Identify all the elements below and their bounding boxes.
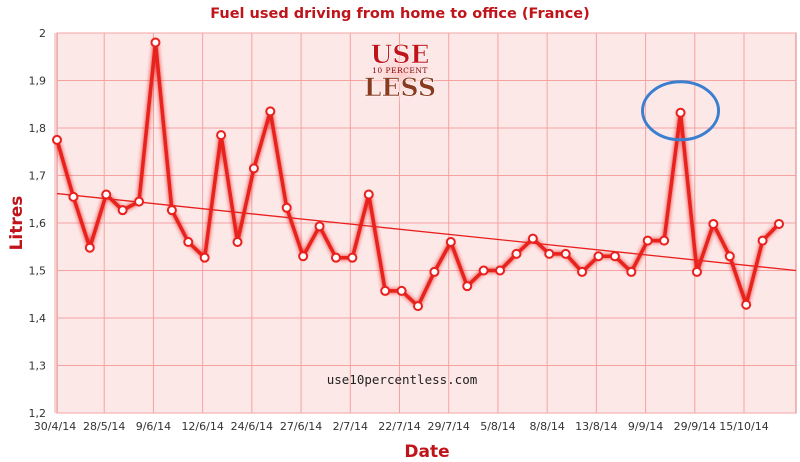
- data-point: [413, 301, 423, 312]
- logo-word-less: LESS: [364, 73, 436, 102]
- data-point: [68, 191, 79, 202]
- x-tick-label: 15/10/14: [719, 420, 768, 433]
- data-point: [347, 252, 358, 263]
- y-tick-label: 1,3: [29, 360, 47, 373]
- data-point: [593, 251, 604, 262]
- x-tick-label: 9/9/14: [628, 420, 663, 433]
- x-tick-label: 27/6/14: [280, 420, 322, 433]
- data-point: [659, 235, 670, 246]
- data-point: [380, 285, 391, 296]
- y-tick-label: 1,9: [29, 75, 47, 88]
- data-point: [462, 281, 473, 292]
- data-point: [429, 266, 440, 277]
- data-point: [544, 248, 555, 259]
- data-point: [84, 242, 95, 253]
- x-tick-label: 12/6/14: [181, 420, 223, 433]
- data-point: [626, 266, 637, 277]
- data-point: [495, 265, 506, 276]
- data-point: [265, 106, 276, 117]
- data-point: [560, 248, 571, 259]
- data-points: [52, 37, 784, 312]
- x-tick-label: 8/8/14: [529, 420, 564, 433]
- y-tick-label: 1,2: [29, 407, 47, 420]
- trendline: [56, 192, 797, 272]
- data-point: [363, 189, 374, 200]
- data-point: [232, 237, 243, 247]
- x-tick-label: 5/8/14: [480, 420, 515, 433]
- data-point: [134, 196, 145, 207]
- data-point: [675, 107, 686, 118]
- x-tick-label: 2/7/14: [333, 420, 368, 433]
- data-point: [248, 163, 259, 174]
- data-point: [216, 130, 227, 141]
- data-point: [298, 251, 309, 262]
- data-point: [117, 205, 128, 216]
- data-point: [281, 202, 292, 213]
- data-point: [199, 252, 210, 263]
- x-axis-label: Date: [404, 442, 449, 462]
- chart-title: Fuel used driving from home to office (F…: [210, 6, 590, 22]
- data-point: [52, 134, 62, 145]
- data-point: [757, 235, 768, 246]
- x-tick-label: 28/5/14: [83, 420, 125, 433]
- y-tick-labels: 1,2 1,3 1,4 1,5 1,6 1,7 1,8 1,9 2: [29, 27, 47, 420]
- y-tick-label: 1,8: [29, 122, 47, 135]
- data-point: [396, 285, 407, 296]
- data-point: [314, 221, 325, 232]
- data-point: [708, 218, 719, 229]
- highlight-circle: [641, 80, 721, 142]
- data-point: [101, 189, 112, 200]
- x-tick-label: 13/8/14: [575, 420, 617, 433]
- x-tick-label: 24/6/14: [231, 420, 273, 433]
- y-axis-label: Litres: [7, 196, 27, 251]
- logo-word-percent: 10 PERCENT: [372, 66, 428, 75]
- x-tick-label: 29/9/14: [674, 420, 716, 433]
- data-point: [741, 299, 752, 310]
- data-point: [330, 252, 341, 263]
- y-tick-label: 1,5: [29, 265, 47, 278]
- x-tick-label: 9/6/14: [136, 420, 171, 433]
- data-point: [527, 233, 538, 244]
- y-tick-label: 1,6: [29, 217, 47, 230]
- data-point: [166, 205, 177, 216]
- data-point: [691, 266, 702, 277]
- x-tick-label: 30/4/14: [34, 420, 76, 433]
- data-point: [511, 248, 522, 259]
- x-tick-label: 22/7/14: [378, 420, 420, 433]
- x-tick-label: 29/7/14: [428, 420, 470, 433]
- y-tick-label: 2: [39, 27, 46, 40]
- y-tick-label: 1,7: [29, 170, 47, 183]
- data-point: [724, 251, 735, 262]
- logo-word-use: USE: [371, 40, 430, 69]
- x-tick-labels: 30/4/14 28/5/14 9/6/14 12/6/14 24/6/14 27/6/1…: [34, 420, 769, 433]
- data-point: [183, 237, 194, 247]
- data-point: [150, 37, 161, 48]
- website-annotation: use10percentless.com: [327, 372, 478, 387]
- brand-logo: USE 10 PERCENT LESS: [360, 40, 440, 106]
- data-point: [609, 251, 620, 262]
- data-point: [478, 265, 489, 276]
- data-point: [577, 266, 588, 277]
- data-point: [774, 218, 784, 229]
- data-point: [445, 237, 456, 247]
- y-tick-label: 1,4: [29, 312, 47, 325]
- data-point: [642, 235, 653, 246]
